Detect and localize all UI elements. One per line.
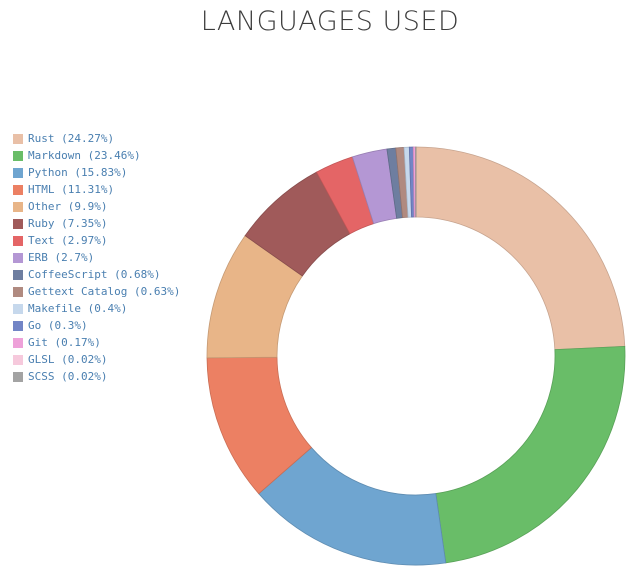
legend-swatch bbox=[13, 201, 23, 212]
legend-swatch bbox=[13, 286, 23, 297]
legend-item[interactable]: GLSL (0.02%) bbox=[13, 351, 180, 368]
legend-swatch bbox=[13, 269, 23, 280]
legend-label: Ruby (7.35%) bbox=[28, 217, 108, 230]
legend-item[interactable]: Gettext Catalog (0.63%) bbox=[13, 283, 180, 300]
chart-legend: Rust (24.27%) Markdown (23.46%) Python (15… bbox=[13, 130, 180, 385]
legend-label: ERB (2.7%) bbox=[28, 251, 95, 264]
legend-label: CoffeeScript (0.68%) bbox=[28, 268, 161, 281]
legend-label: Python (15.83%) bbox=[28, 166, 128, 179]
legend-label: GLSL (0.02%) bbox=[28, 353, 108, 366]
legend-swatch bbox=[13, 320, 23, 331]
legend-swatch bbox=[13, 303, 23, 314]
legend-swatch bbox=[13, 235, 23, 246]
legend-item[interactable]: SCSS (0.02%) bbox=[13, 368, 180, 385]
legend-label: Git (0.17%) bbox=[28, 336, 101, 349]
legend-item[interactable]: Text (2.97%) bbox=[13, 232, 180, 249]
legend-item[interactable]: Makefile (0.4%) bbox=[13, 300, 180, 317]
legend-label: SCSS (0.02%) bbox=[28, 370, 108, 383]
legend-swatch bbox=[13, 133, 23, 144]
legend-swatch bbox=[13, 184, 23, 195]
legend-item[interactable]: Git (0.17%) bbox=[13, 334, 180, 351]
legend-item[interactable]: CoffeeScript (0.68%) bbox=[13, 266, 180, 283]
legend-item[interactable]: Other (9.9%) bbox=[13, 198, 180, 215]
legend-item[interactable]: ERB (2.7%) bbox=[13, 249, 180, 266]
legend-swatch bbox=[13, 150, 23, 161]
legend-label: Markdown (23.46%) bbox=[28, 149, 141, 162]
legend-swatch bbox=[13, 354, 23, 365]
legend-item[interactable]: Markdown (23.46%) bbox=[13, 147, 180, 164]
chart-title: LANGUAGES USED bbox=[200, 6, 460, 37]
legend-label: Text (2.97%) bbox=[28, 234, 108, 247]
legend-swatch bbox=[13, 371, 23, 382]
legend-swatch bbox=[13, 218, 23, 229]
legend-swatch bbox=[13, 337, 23, 348]
legend-item[interactable]: Ruby (7.35%) bbox=[13, 215, 180, 232]
legend-label: HTML (11.31%) bbox=[28, 183, 115, 196]
legend-label: Other (9.9%) bbox=[28, 200, 108, 213]
legend-swatch bbox=[13, 252, 23, 263]
donut-slice-rust[interactable] bbox=[415, 146, 626, 351]
donut-slice-markdown[interactable] bbox=[435, 345, 626, 564]
legend-item[interactable]: Go (0.3%) bbox=[13, 317, 180, 334]
legend-swatch bbox=[13, 167, 23, 178]
legend-label: Rust (24.27%) bbox=[28, 132, 115, 145]
legend-label: Makefile (0.4%) bbox=[28, 302, 128, 315]
legend-item[interactable]: Rust (24.27%) bbox=[13, 130, 180, 147]
legend-label: Go (0.3%) bbox=[28, 319, 88, 332]
legend-item[interactable]: Python (15.83%) bbox=[13, 164, 180, 181]
legend-label: Gettext Catalog (0.63%) bbox=[28, 285, 181, 298]
legend-item[interactable]: HTML (11.31%) bbox=[13, 181, 180, 198]
